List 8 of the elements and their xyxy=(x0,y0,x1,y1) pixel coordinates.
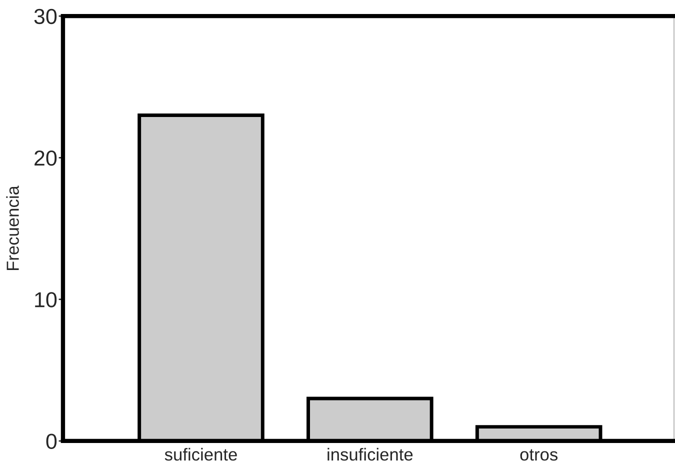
x-tick-label: insuficiente xyxy=(328,448,413,461)
y-axis-title: Frecuencia xyxy=(6,186,19,270)
x-tick-label: otros xyxy=(520,449,558,461)
x-tick-label: suficiente xyxy=(164,448,237,461)
y-tick-label: 30 xyxy=(34,8,57,24)
y-tick-label: 20 xyxy=(34,150,57,166)
y-tick-label: 10 xyxy=(35,292,57,308)
y-tick-label: 0 xyxy=(46,434,57,449)
